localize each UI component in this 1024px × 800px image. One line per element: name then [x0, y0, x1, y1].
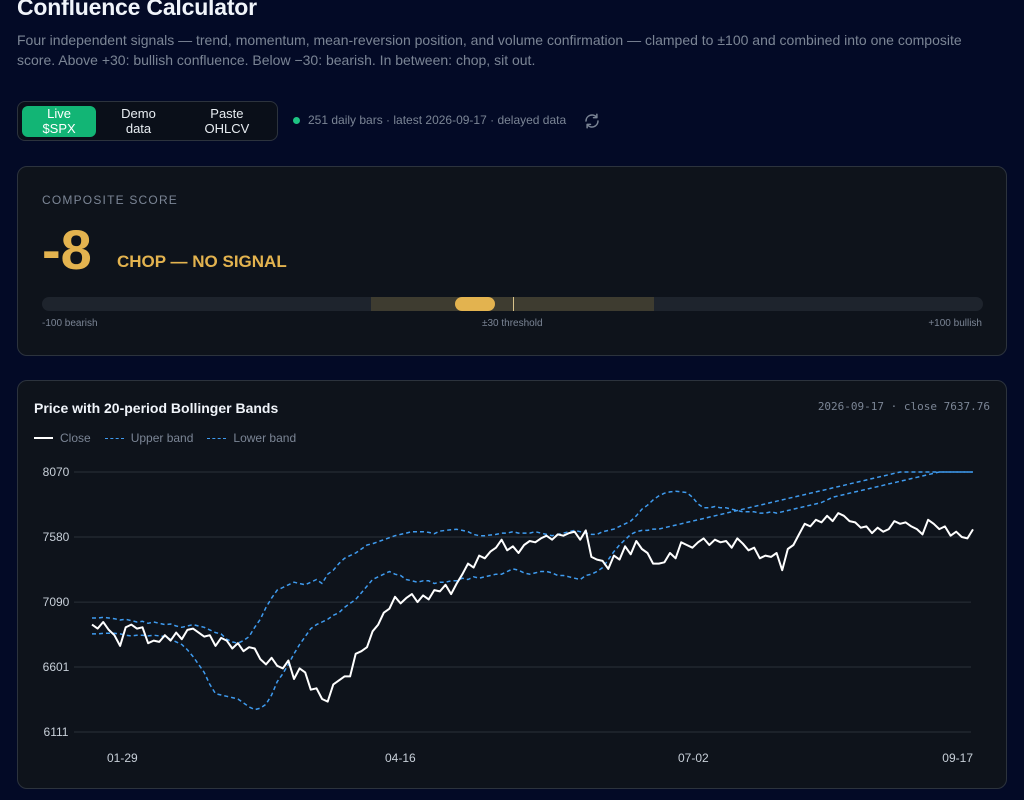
x-tick-label: 01-29: [107, 751, 138, 765]
score-gauge-track: [42, 297, 983, 311]
scale-min-label: -100 bearish: [42, 318, 98, 329]
chart-title: Price with 20-period Bollinger Bands: [34, 400, 279, 416]
demo-data-button[interactable]: Demo data: [100, 106, 177, 137]
price-chart: 8070 7580 7090 6601 6111 01-29 04-16 07-02 09-17: [43, 465, 974, 765]
legend-lower-band[interactable]: Lower band: [207, 431, 296, 445]
chart-latest-close: 2026-09-17 · close 7637.76: [817, 400, 990, 413]
status-dot-icon: [293, 116, 300, 124]
chop-zone: [371, 297, 654, 311]
legend-lower-swatch: [207, 437, 227, 439]
y-tick-label: 7090: [43, 595, 70, 609]
close-line: [91, 512, 974, 703]
live-spx-button[interactable]: Live $SPX: [22, 105, 97, 137]
composite-score-value: -8: [42, 218, 92, 281]
upper-band-line: [92, 471, 973, 644]
y-tick-label: 8070: [43, 465, 70, 479]
scale-max-label: +100 bullish: [928, 318, 982, 329]
data-status: 251 daily bars · latest 2026-09-17 · del…: [293, 113, 566, 127]
data-source-toggle: Live $SPX Demo data Paste OHLCV: [17, 101, 278, 141]
page-title: Confluence Calculator: [17, 0, 257, 20]
x-tick-label: 09-17: [942, 751, 973, 765]
composite-score-label: COMPOSITE SCORE: [42, 193, 179, 207]
scale-mid-label: ±30 threshold: [482, 318, 543, 329]
page-subtitle: Four independent signals — trend, moment…: [17, 32, 962, 68]
score-gauge-marker: [454, 297, 495, 311]
y-tick-label: 6111: [44, 725, 69, 739]
x-tick-label: 04-16: [385, 751, 416, 765]
x-tick-label: 07-02: [678, 751, 709, 765]
legend-upper-swatch: [104, 437, 124, 439]
composite-score-card: COMPOSITE SCORE -8 CHOP — NO SIGNAL -100…: [17, 166, 1007, 356]
legend-upper-label: Upper band: [130, 431, 194, 445]
paste-ohlcv-button[interactable]: Paste OHLCV: [181, 106, 273, 137]
chart-legend: Close Upper band Lower band: [34, 431, 296, 445]
y-tick-label: 6601: [43, 660, 70, 674]
y-tick-label: 7580: [43, 530, 70, 544]
composite-verdict: CHOP — NO SIGNAL: [117, 252, 287, 271]
status-text: 251 daily bars · latest 2026-09-17 · del…: [308, 113, 567, 127]
price-chart-card: Price with 20-period Bollinger Bands 202…: [17, 380, 1007, 789]
legend-upper-band[interactable]: Upper band: [104, 431, 194, 445]
legend-close-label: Close: [60, 431, 91, 445]
legend-close-swatch: [34, 437, 53, 439]
gauge-center-line: [512, 297, 514, 311]
lower-band-line: [92, 471, 973, 711]
legend-lower-label: Lower band: [233, 431, 297, 445]
refresh-icon[interactable]: [583, 112, 601, 130]
legend-close[interactable]: Close: [34, 431, 91, 445]
